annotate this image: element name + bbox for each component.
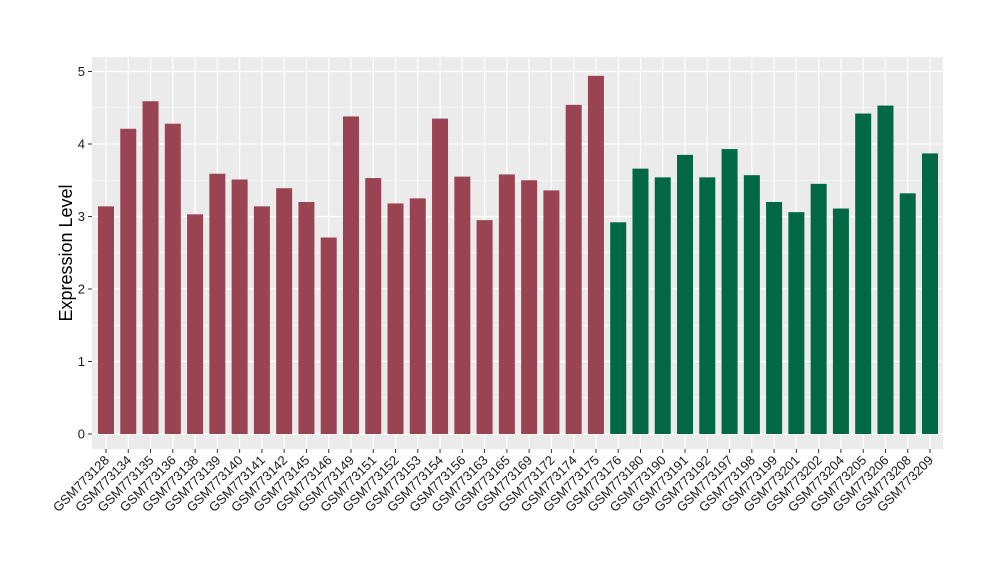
bar-GSM773146	[320, 237, 337, 434]
y-tick-label: 0	[78, 427, 85, 442]
bar-GSM773191	[677, 154, 694, 434]
bar-GSM773140	[231, 179, 248, 434]
bar-GSM773138	[187, 214, 204, 434]
bar-GSM773175	[587, 75, 604, 434]
bar-GSM773192	[699, 177, 716, 434]
bar-GSM773153	[409, 198, 426, 434]
bar-GSM773199	[766, 202, 783, 434]
bar-GSM773201	[788, 212, 805, 434]
bar-GSM773206	[877, 105, 894, 434]
bar-GSM773174	[565, 104, 582, 434]
bar-GSM773169	[521, 180, 538, 434]
bar-GSM773197	[721, 149, 738, 434]
bar-GSM773180	[632, 168, 649, 434]
y-tick-label: 3	[78, 209, 85, 224]
bar-GSM773204	[832, 208, 849, 434]
y-tick-label: 5	[78, 64, 85, 79]
y-tick-label: 1	[78, 354, 85, 369]
bar-GSM773139	[209, 173, 226, 434]
bar-GSM773172	[543, 190, 560, 434]
bar-GSM773135	[142, 101, 159, 434]
y-axis: 0 1 2 3 4 5	[78, 64, 92, 442]
y-tick-label: 2	[78, 282, 85, 297]
bar-GSM773145	[298, 202, 315, 434]
y-axis-title: Expression Level	[56, 184, 76, 321]
bar-GSM773134	[120, 128, 137, 434]
bar-GSM773151	[365, 178, 382, 434]
bars	[98, 75, 938, 435]
bar-GSM773208	[899, 193, 916, 434]
bar-GSM773154	[432, 118, 449, 434]
bar-GSM773205	[855, 113, 872, 435]
bar-GSM773156	[454, 176, 471, 434]
bar-GSM773163	[476, 220, 493, 434]
bar-GSM773198	[743, 175, 760, 435]
bar-GSM773152	[387, 203, 404, 434]
bar-GSM773141	[253, 206, 270, 434]
bar-GSM773136	[164, 123, 181, 434]
bar-GSM773176	[610, 222, 627, 434]
bar-GSM773128	[98, 206, 114, 434]
x-axis: GSM773128GSM773134GSM773135GSM773136GSM7…	[50, 449, 936, 515]
bar-GSM773142	[276, 188, 293, 434]
bar-GSM773190	[654, 177, 671, 434]
bar-GSM773149	[342, 116, 359, 434]
bar-GSM773165	[498, 174, 515, 434]
bar-GSM773202	[810, 183, 827, 434]
bar-GSM773209	[922, 153, 938, 435]
y-tick-label: 4	[78, 137, 85, 152]
